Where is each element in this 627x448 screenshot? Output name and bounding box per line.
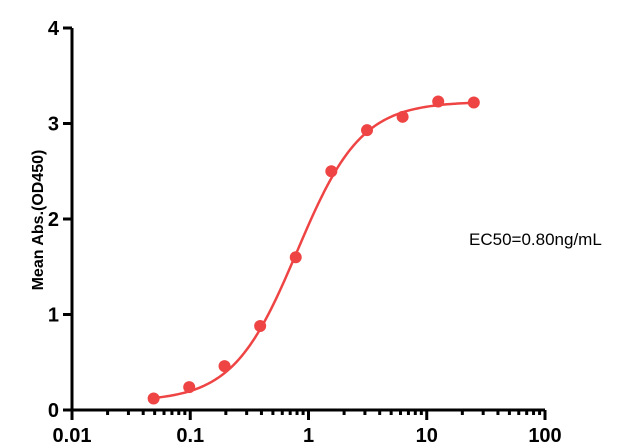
y-axis-label: Mean Abs.(OD450): [30, 150, 47, 291]
data-point: [218, 360, 231, 373]
y-tick-label: 1: [48, 305, 59, 327]
fit-curve: [153, 101, 474, 400]
fit-curve-layer: [153, 101, 474, 400]
x-tick-label: 0.01: [53, 425, 92, 447]
data-point: [325, 165, 338, 178]
x-tick-label: 100: [528, 425, 561, 447]
y-tick-label: 2: [48, 209, 59, 231]
y-tick-label: 0: [48, 400, 59, 422]
x-tick-label: 1: [303, 425, 314, 447]
data-point: [467, 96, 480, 109]
data-point: [254, 319, 267, 332]
data-point: [396, 110, 409, 123]
y-tick-label: 4: [48, 18, 60, 40]
x-tick-label: 10: [416, 425, 438, 447]
data-point: [361, 124, 374, 137]
x-tick-label: 0.1: [176, 425, 204, 447]
data-point: [432, 95, 445, 108]
data-points-layer: [147, 95, 480, 405]
data-point: [289, 251, 302, 264]
axes: 0 1 2 3 4 0.01 0.1 1 10 100: [48, 18, 562, 447]
data-point: [183, 381, 196, 394]
y-tick-label: 3: [48, 114, 59, 136]
data-point: [147, 392, 160, 405]
ec50-annotation: EC50=0.80ng/mL: [469, 230, 602, 249]
